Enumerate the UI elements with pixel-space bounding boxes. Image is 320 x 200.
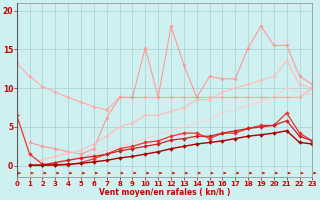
X-axis label: Vent moyen/en rafales ( kn/h ): Vent moyen/en rafales ( kn/h ) <box>99 188 230 197</box>
